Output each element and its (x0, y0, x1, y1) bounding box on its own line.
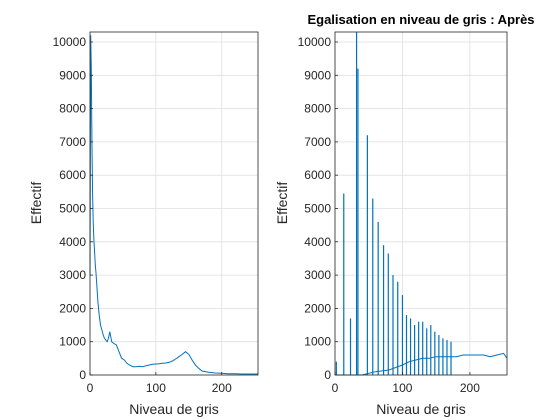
plot-area-left (90, 32, 258, 375)
grid-left (89, 32, 258, 376)
x-tick-label: 0 (332, 381, 339, 395)
y-tick-label: 6000 (59, 168, 86, 182)
y-axis-label-left: Effectif (28, 182, 44, 225)
y-tick-label: 5000 (304, 201, 331, 215)
y-tick-label: 9000 (304, 68, 331, 82)
y-tick-label: 6000 (304, 168, 331, 182)
y-tick-label: 1000 (304, 335, 331, 349)
ticks-right: 0 100 200010002000300040005000600070008000… (298, 35, 481, 395)
y-tick-label: 10000 (298, 35, 332, 49)
x-axis-label-right: Niveau de gris (376, 401, 466, 417)
y-tick-label: 8000 (59, 102, 86, 116)
y-tick-label: 4000 (59, 235, 86, 249)
histogram-after-baseline (335, 352, 508, 376)
x-axis-label-left: Niveau de gris (129, 401, 219, 417)
y-tick-label: 7000 (59, 135, 86, 149)
x-tick-label: 200 (460, 381, 480, 395)
series-left (89, 35, 258, 375)
plot-area-right (335, 32, 507, 375)
axes-box-left (89, 31, 259, 376)
histogram-before-line (89, 35, 258, 375)
histogram-before-axes: 0 100 200010002000300040005000600070008000… (28, 31, 259, 417)
x-tick-label: 100 (146, 381, 166, 395)
chart-title-right: Egalisation en niveau de gris : Après (307, 12, 534, 27)
x-tick-label: 100 (392, 381, 412, 395)
y-tick-label: 0 (79, 368, 86, 382)
y-tick-label: 9000 (59, 68, 86, 82)
y-tick-label: 2000 (59, 301, 86, 315)
y-tick-label: 7000 (304, 135, 331, 149)
y-tick-label: 3000 (304, 268, 331, 282)
x-tick-label: 0 (87, 381, 94, 395)
histogram-after-axes: 0 100 200010002000300040005000600070008000… (274, 12, 535, 417)
y-tick-label: 10000 (53, 35, 87, 49)
axes-box-right (334, 31, 508, 376)
ticks-left: 0 100 200010002000300040005000600070008000… (53, 35, 232, 395)
y-tick-label: 4000 (304, 235, 331, 249)
y-tick-label: 0 (324, 368, 331, 382)
y-tick-label: 8000 (304, 102, 331, 116)
y-axis-label-right: Effectif (274, 182, 290, 225)
y-tick-label: 3000 (59, 268, 86, 282)
series-right (335, 32, 508, 376)
y-tick-label: 1000 (59, 335, 86, 349)
y-tick-label: 5000 (59, 201, 86, 215)
y-tick-label: 2000 (304, 301, 331, 315)
x-tick-label: 200 (212, 381, 232, 395)
